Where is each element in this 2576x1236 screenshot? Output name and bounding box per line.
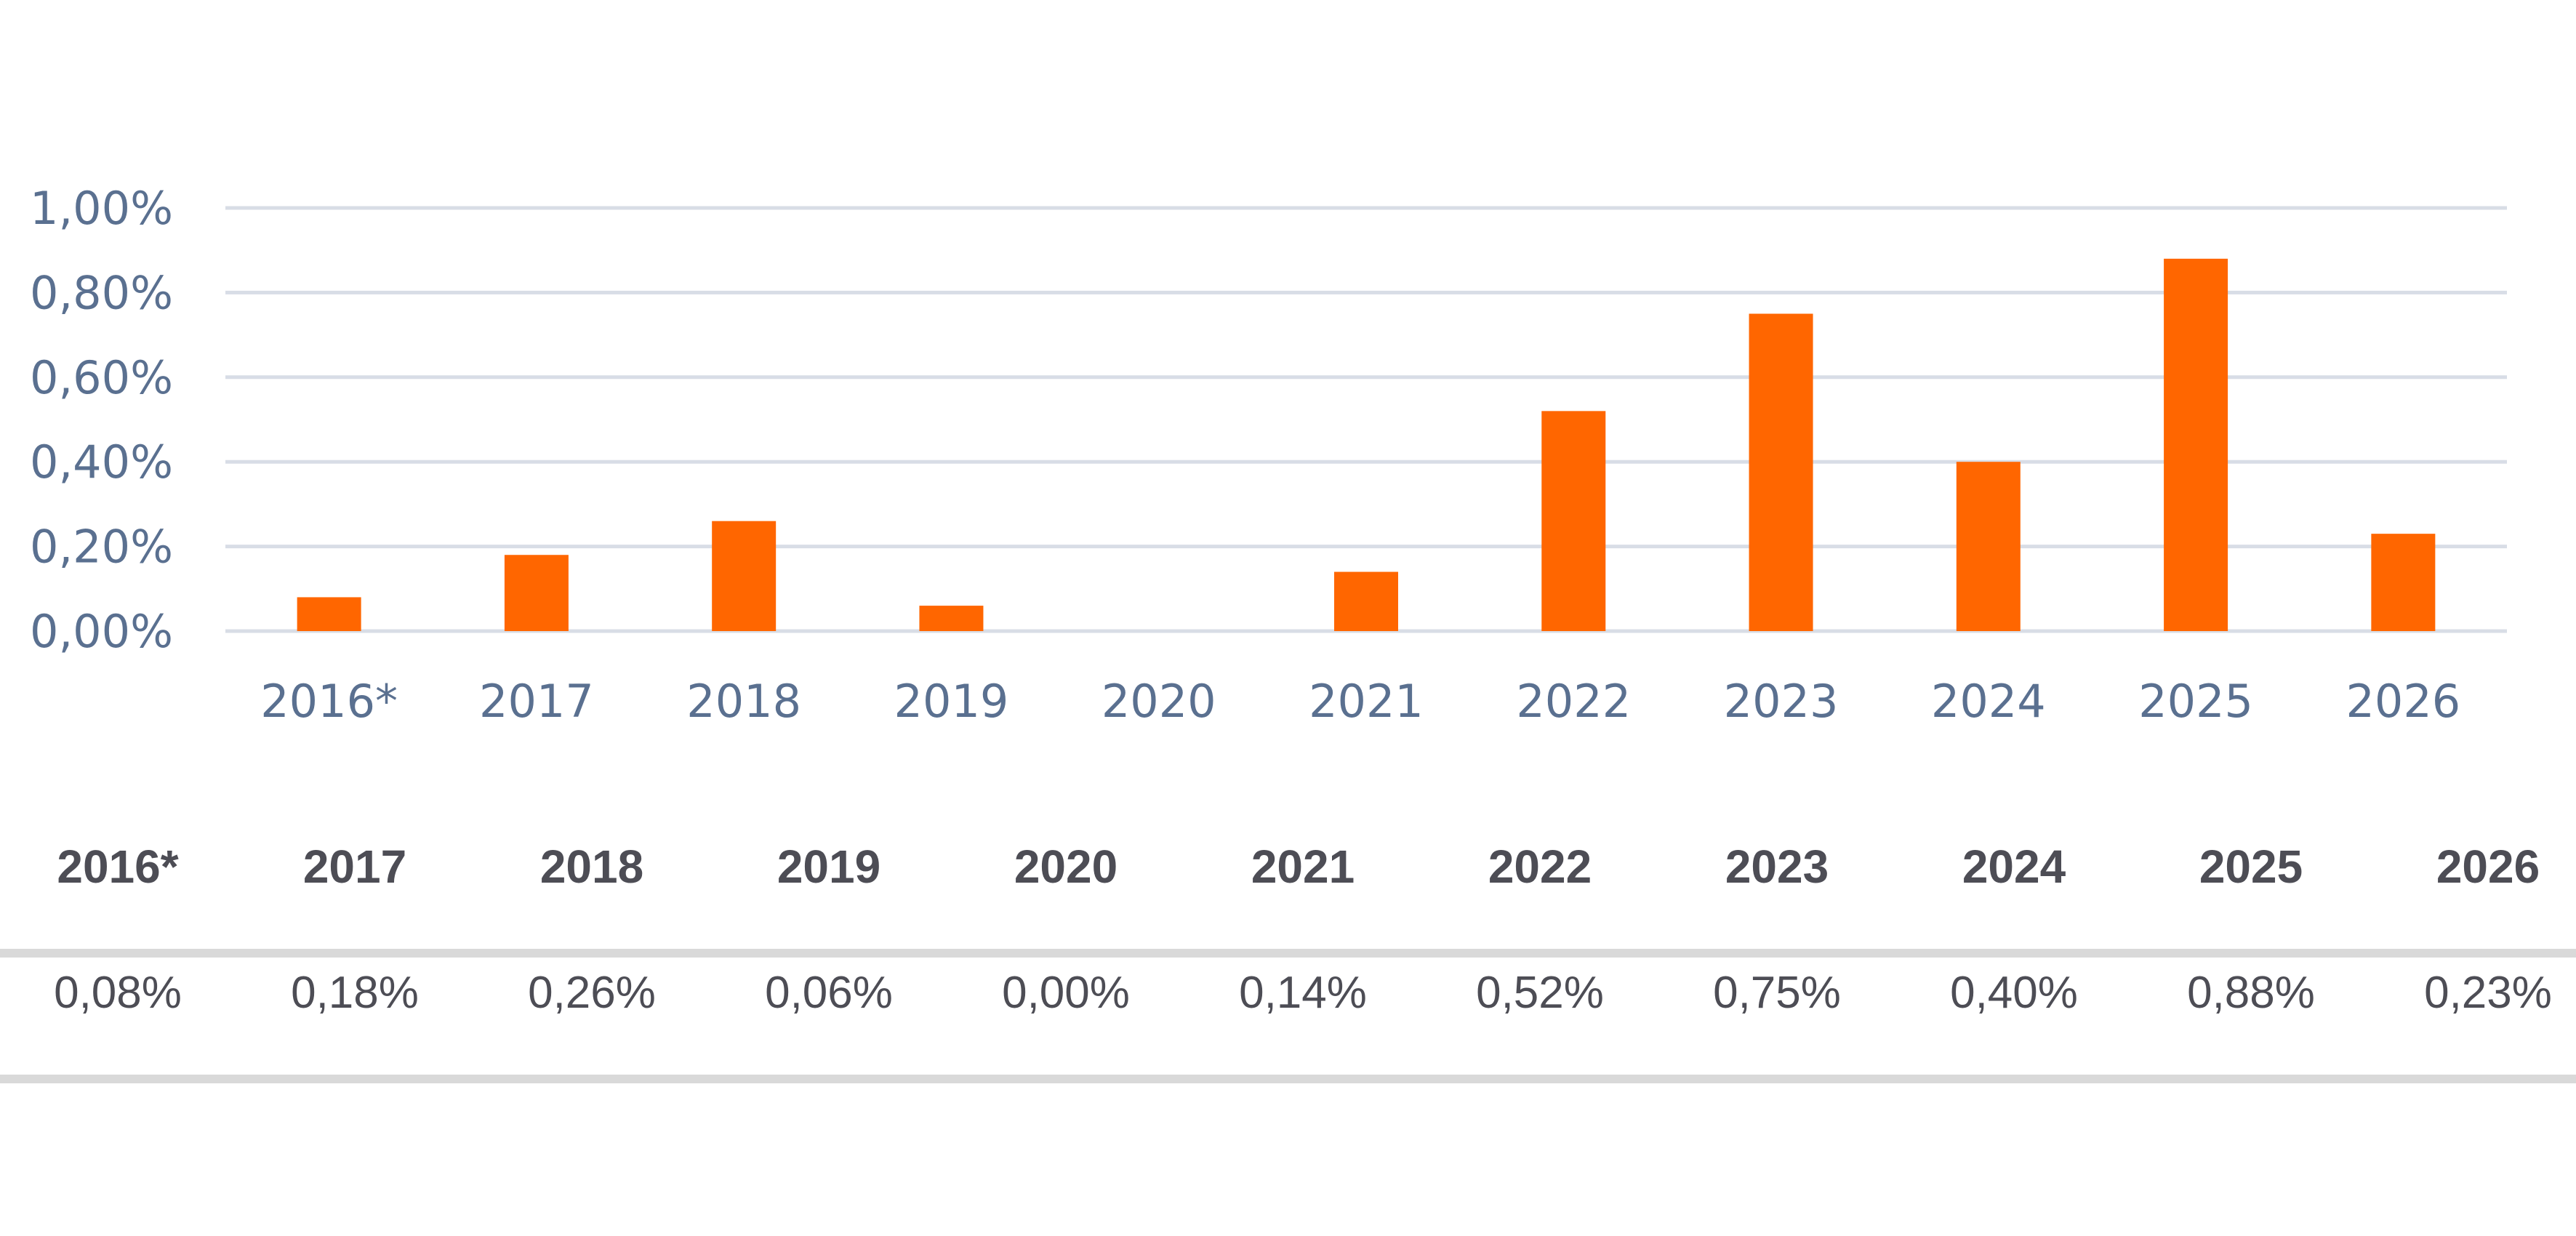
x-tick-label: 2018	[686, 675, 801, 728]
table-header-cell: 2026	[2436, 840, 2540, 893]
grid-lines	[225, 206, 2507, 633]
x-tick-label: 2026	[2346, 675, 2460, 728]
bar	[504, 555, 569, 631]
bar	[919, 606, 984, 631]
x-tick-label: 2023	[1724, 675, 1839, 728]
bar	[297, 597, 361, 631]
table-value-cell: 0,52%	[1476, 968, 1604, 1018]
x-tick-label: 2022	[1516, 675, 1631, 728]
table-bottom-rule	[0, 1075, 2576, 1083]
y-tick-label: 1,00%	[30, 182, 173, 235]
table-header-cell: 2020	[1014, 840, 1118, 893]
x-tick-label: 2017	[479, 675, 594, 728]
x-tick-label: 2020	[1102, 675, 1216, 728]
bar	[2164, 258, 2228, 632]
bar	[1749, 313, 1813, 631]
table-header-cell: 2025	[2199, 840, 2303, 893]
x-tick-label: 2019	[894, 675, 1009, 728]
table-header-cell: 2019	[777, 840, 881, 893]
x-tick-label: 2016*	[260, 675, 398, 728]
table-header-cell: 2018	[539, 840, 644, 893]
table-value-cell: 0,40%	[1950, 968, 2078, 1018]
table-value-cell: 0,08%	[54, 968, 182, 1018]
bar	[712, 521, 777, 631]
y-tick-label: 0,00%	[30, 605, 173, 658]
table-value-cell: 0,00%	[1002, 968, 1130, 1018]
table-value-cell: 0,88%	[2187, 968, 2315, 1018]
table-value-cell: 0,14%	[1239, 968, 1367, 1018]
table-header-cell: 2021	[1251, 840, 1355, 893]
bar	[2371, 534, 2436, 631]
y-tick-label: 0,40%	[30, 436, 173, 489]
table-value-cell: 0,23%	[2424, 968, 2552, 1018]
table-value-cell: 0,06%	[765, 968, 893, 1018]
table-header-cell: 2023	[1725, 840, 1829, 893]
table-divider	[0, 949, 2576, 958]
table-value-cell: 0,18%	[291, 968, 419, 1018]
table-value-cell: 0,26%	[528, 968, 656, 1018]
table-value-cell: 0,75%	[1713, 968, 1841, 1018]
table-header-cell: 2024	[1962, 840, 2066, 893]
y-tick-label: 0,60%	[30, 351, 173, 404]
bar	[1956, 462, 2021, 631]
x-tick-label: 2024	[1931, 675, 2046, 728]
bar	[1334, 571, 1398, 631]
bar-chart: 0,00% 0,20% 0,40% 0,60% 0,80% 1,00% 2016* 2017…	[30, 182, 2507, 728]
table-header-cell: 2022	[1488, 840, 1592, 893]
y-tick-label: 0,80%	[30, 266, 173, 319]
x-axis-tick-labels: 2016* 2017 2018 2019 2020 2021 2022 2023 2024 202…	[260, 675, 2460, 728]
bars	[297, 258, 2436, 632]
bar	[1541, 411, 1606, 631]
x-tick-label: 2021	[1309, 675, 1424, 728]
x-tick-label: 2025	[2138, 675, 2253, 728]
table-header-cell: 2017	[302, 840, 407, 893]
table-header-cell: 2016*	[57, 840, 179, 893]
y-tick-label: 0,20%	[30, 521, 173, 574]
y-axis-tick-labels: 0,00% 0,20% 0,40% 0,60% 0,80% 1,00%	[30, 182, 173, 658]
